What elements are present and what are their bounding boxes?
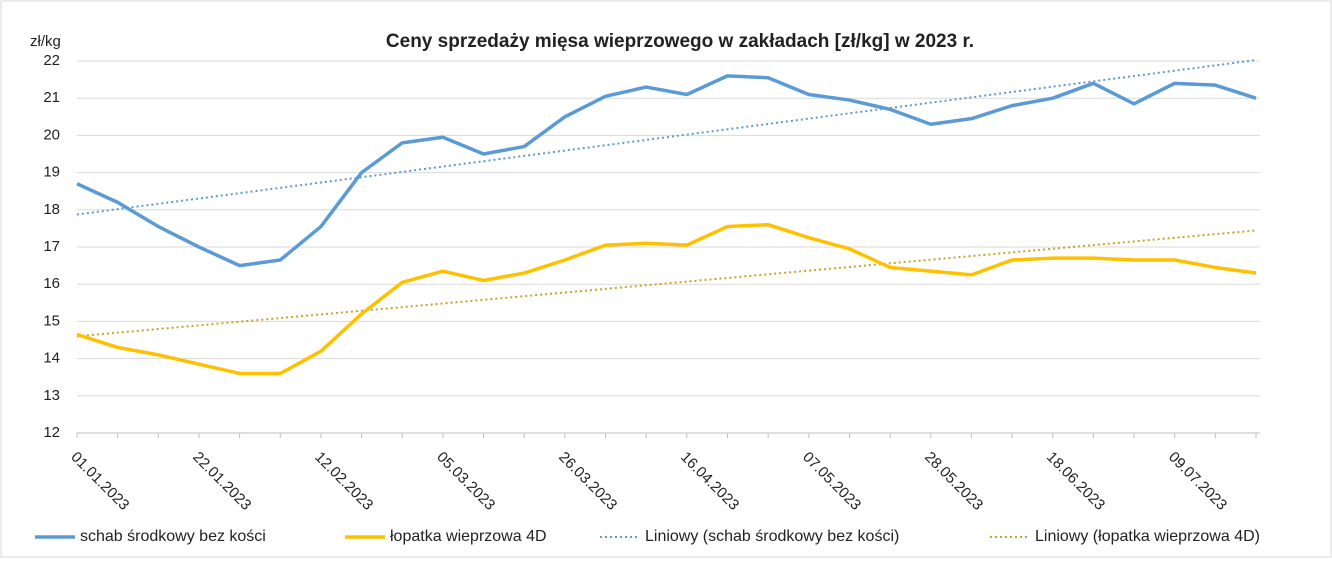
y-tick-label: 17 [43,238,60,255]
y-tick-label: 14 [43,350,60,367]
trendline [76,59,1257,216]
y-axis-label: zł/kg [30,33,61,50]
y-tick-label: 21 [43,89,60,106]
legend-label: schab środkowy bez kości [80,528,266,545]
legend-label: Liniowy (łopatka wieprzowa 4D) [1035,528,1260,545]
y-tick-label: 19 [43,164,60,181]
series-line [76,74,1257,268]
y-tick-label: 13 [43,387,60,404]
y-tick-label: 12 [43,424,60,441]
series-line [76,222,1257,376]
legend-label: Liniowy (schab środkowy bez kości) [645,528,899,545]
y-tick-label: 15 [43,312,60,329]
trendline [76,229,1257,338]
y-tick-label: 20 [43,126,60,143]
y-tick-label: 16 [43,275,60,292]
chart-title: Ceny sprzedaży mięsa wieprzowego w zakła… [386,31,974,52]
y-tick-label: 18 [43,201,60,218]
y-tick-label: 22 [43,52,60,69]
legend-label: łopatka wieprzowa 4D [390,528,547,545]
